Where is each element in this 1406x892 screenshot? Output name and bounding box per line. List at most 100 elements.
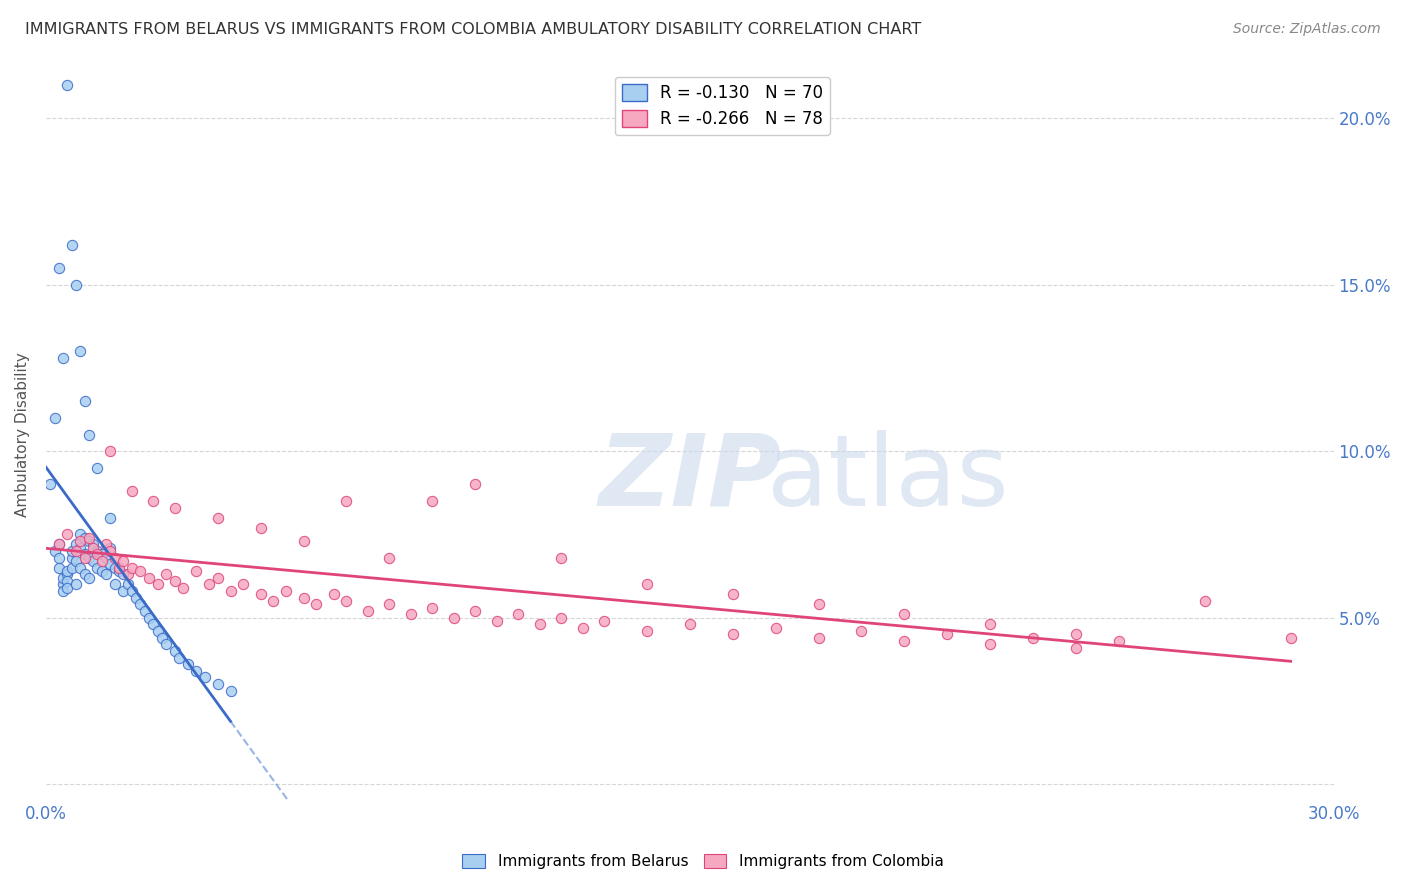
Point <box>60 560 83 574</box>
Point <box>163 644 186 658</box>
Point <box>550 550 572 565</box>
Point <box>464 604 486 618</box>
Text: Source: ZipAtlas.com: Source: ZipAtlas.com <box>1233 22 1381 37</box>
Point <box>378 597 401 611</box>
Point <box>48 537 70 551</box>
Point <box>98 541 121 555</box>
Point <box>378 550 401 565</box>
Point <box>90 564 112 578</box>
Point <box>98 544 121 558</box>
Point <box>77 531 100 545</box>
Point <box>163 500 186 515</box>
Point <box>121 584 143 599</box>
Point <box>112 567 135 582</box>
Point <box>73 394 96 409</box>
Point <box>851 624 873 638</box>
Point <box>1108 633 1130 648</box>
Point <box>65 537 87 551</box>
Point <box>94 567 117 582</box>
Point <box>807 631 830 645</box>
Point <box>186 564 208 578</box>
Point <box>138 571 160 585</box>
Point <box>155 637 177 651</box>
Point <box>276 584 298 599</box>
Point <box>335 594 357 608</box>
Point <box>48 550 70 565</box>
Point <box>443 610 465 624</box>
Point <box>48 537 70 551</box>
Point <box>117 567 139 582</box>
Point <box>65 577 87 591</box>
Point <box>249 587 271 601</box>
Point <box>979 617 1001 632</box>
Point <box>104 550 127 565</box>
Point <box>186 664 208 678</box>
Point <box>262 594 284 608</box>
Point <box>65 554 87 568</box>
Y-axis label: Ambulatory Disability: Ambulatory Disability <box>15 352 30 517</box>
Point <box>1064 640 1087 655</box>
Legend: R = -0.130   N = 70, R = -0.266   N = 78: R = -0.130 N = 70, R = -0.266 N = 78 <box>614 77 830 135</box>
Point <box>121 560 143 574</box>
Point <box>550 610 572 624</box>
Point <box>82 537 104 551</box>
Point <box>936 627 959 641</box>
Point <box>73 531 96 545</box>
Point <box>73 567 96 582</box>
Point <box>86 560 108 574</box>
Point <box>56 567 79 582</box>
Point <box>73 550 96 565</box>
Point <box>219 683 242 698</box>
Point <box>86 544 108 558</box>
Text: ZIP: ZIP <box>599 430 782 527</box>
Point <box>305 597 328 611</box>
Point <box>52 571 75 585</box>
Point <box>98 444 121 458</box>
Point <box>1194 594 1216 608</box>
Point <box>94 537 117 551</box>
Point <box>90 547 112 561</box>
Point <box>94 550 117 565</box>
Point <box>98 558 121 572</box>
Point <box>219 584 242 599</box>
Point <box>138 610 160 624</box>
Point <box>142 494 165 508</box>
Point <box>155 567 177 582</box>
Point <box>69 560 91 574</box>
Point <box>82 554 104 568</box>
Point <box>69 541 91 555</box>
Point <box>194 671 217 685</box>
Point <box>129 564 152 578</box>
Point <box>636 577 658 591</box>
Point <box>39 477 62 491</box>
Point <box>207 510 229 524</box>
Point <box>86 460 108 475</box>
Legend: Immigrants from Belarus, Immigrants from Colombia: Immigrants from Belarus, Immigrants from… <box>457 848 949 875</box>
Point <box>56 527 79 541</box>
Point <box>52 584 75 599</box>
Point <box>893 607 915 622</box>
Point <box>60 550 83 565</box>
Point <box>464 477 486 491</box>
Point <box>335 494 357 508</box>
Point <box>134 604 156 618</box>
Point <box>82 541 104 555</box>
Point <box>167 650 190 665</box>
Point <box>292 534 315 549</box>
Point <box>198 577 221 591</box>
Point <box>104 577 127 591</box>
Point <box>893 633 915 648</box>
Point <box>485 614 508 628</box>
Point <box>1022 631 1045 645</box>
Point <box>44 544 66 558</box>
Point <box>146 624 169 638</box>
Point <box>150 631 173 645</box>
Point <box>292 591 315 605</box>
Point <box>86 547 108 561</box>
Point <box>60 544 83 558</box>
Point <box>593 614 616 628</box>
Point <box>721 587 744 601</box>
Point <box>1064 627 1087 641</box>
Point <box>399 607 422 622</box>
Point <box>69 534 91 549</box>
